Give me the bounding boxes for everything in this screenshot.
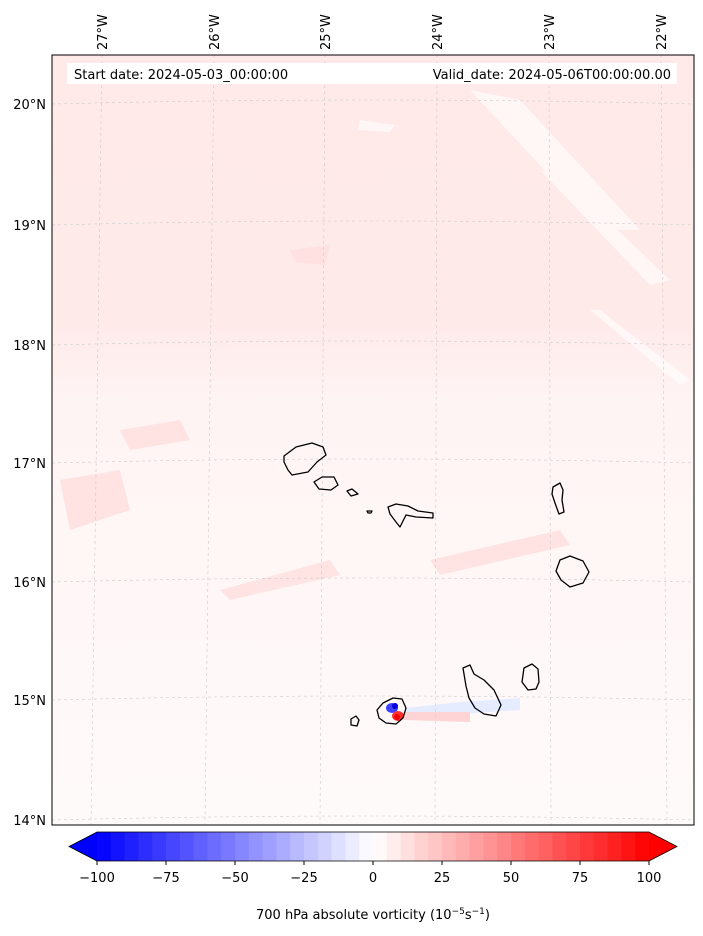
colorbar-tick-label: 0 [369, 871, 377, 886]
colorbar-segment [400, 832, 415, 861]
colorbar-segment [373, 832, 388, 861]
colorbar-segment [442, 832, 457, 861]
colorbar-segment [262, 832, 277, 861]
valid-date-label: Valid_date: 2024-05-06T00:00:00.00 [433, 68, 671, 83]
island-fogo [376, 697, 407, 725]
vortex-wake [386, 698, 520, 722]
vorticity-streaks [358, 90, 690, 385]
lat-label-15n: 15°N [13, 694, 46, 709]
colorbar-tick-label: −25 [290, 871, 317, 886]
colorbar-segment [593, 832, 608, 861]
graticule [52, 55, 694, 825]
lat-label-16n: 16°N [13, 576, 46, 591]
colorbar-segment [511, 832, 526, 861]
coastlines [283, 442, 590, 727]
info-box [67, 63, 677, 84]
colorbar-segment [469, 832, 484, 861]
colorbar [68, 831, 678, 862]
island-sao-vicente [313, 476, 339, 491]
colorbar-tick-label: 100 [637, 871, 662, 886]
colorbar-segment [331, 832, 346, 861]
lon-label-26w: 26°W [208, 14, 223, 50]
colorbar-segment [621, 832, 636, 861]
island-brava [350, 715, 360, 727]
island-boa-vista [555, 555, 590, 588]
colorbar-segment [152, 832, 167, 861]
start-date-label: Start date: 2024-05-03_00:00:00 [74, 68, 288, 83]
colorbar-tick-label: −75 [152, 871, 179, 886]
lat-label-19n: 19°N [13, 219, 46, 234]
colorbar-segment [276, 832, 291, 861]
lon-label-23w: 23°W [543, 14, 558, 50]
colorbar-extend-min [69, 832, 97, 861]
lon-label-22w: 22°W [655, 14, 670, 50]
lon-label-24w: 24°W [431, 14, 446, 50]
colorbar-tick-label: 25 [434, 871, 451, 886]
colorbar-segment [455, 832, 470, 861]
colorbar-segment [414, 832, 429, 861]
colorbar-segment [97, 832, 112, 861]
colorbar-label: 700 hPa absolute vorticity (10−5s−1) [256, 907, 490, 923]
colorbar-segment [166, 832, 181, 861]
island-santo-antao [283, 442, 327, 476]
colorbar-segment [193, 832, 208, 861]
colorbar-segment [580, 832, 595, 861]
lon-label-25w: 25°W [319, 14, 334, 50]
colorbar-segment [221, 832, 236, 861]
colorbar-tick-label: −100 [79, 871, 115, 886]
island-raso [366, 510, 373, 514]
lon-label-27w: 27°W [96, 14, 111, 50]
colorbar-segment [110, 832, 125, 861]
colorbar-extend-max [649, 832, 677, 861]
colorbar-segment [524, 832, 539, 861]
colorbar-segment [566, 832, 581, 861]
island-maio [521, 663, 540, 691]
island-sao-nicolau [387, 503, 434, 528]
colorbar-tick-label: 75 [572, 871, 589, 886]
colorbar-segment [290, 832, 305, 861]
colorbar-segment [304, 832, 319, 861]
colorbar-segment [538, 832, 553, 861]
colorbar-segment [345, 832, 360, 861]
colorbar-segment [179, 832, 194, 861]
map-panel: Start date: 2024-05-03_00:00:00 Valid_da… [52, 55, 694, 825]
island-sal [551, 482, 565, 515]
lat-label-14n: 14°N [13, 814, 46, 829]
map-frame [51, 54, 695, 826]
colorbar-segment [607, 832, 622, 861]
colorbar-segment [635, 832, 650, 861]
colorbar-segment [138, 832, 153, 861]
colorbar-segment [428, 832, 443, 861]
latitude-labels: 20°N 19°N 18°N 17°N 16°N 15°N 14°N [13, 98, 46, 829]
lat-label-17n: 17°N [13, 457, 46, 472]
colorbar-tick-label: −50 [221, 871, 248, 886]
colorbar-segment [386, 832, 401, 861]
island-santa-luzia [346, 488, 359, 497]
colorbar-segment [552, 832, 567, 861]
island-santiago [462, 664, 502, 717]
lat-label-20n: 20°N [13, 98, 46, 113]
lat-label-18n: 18°N [13, 339, 46, 354]
colorbar-segment [124, 832, 139, 861]
colorbar-segment [235, 832, 250, 861]
vorticity-patches [60, 245, 570, 600]
longitude-labels: 27°W 26°W 25°W 24°W 23°W 22°W [96, 14, 670, 50]
colorbar-segment [497, 832, 512, 861]
colorbar-ticks: −100 −75 −50 −25 0 25 50 75 100 [79, 861, 661, 886]
colorbar-tick-label: 50 [503, 871, 520, 886]
colorbar-segment [483, 832, 498, 861]
colorbar-segment [248, 832, 263, 861]
colorbar-segment [317, 832, 332, 861]
colorbar-segment [207, 832, 222, 861]
colorbar-segment [359, 832, 374, 861]
